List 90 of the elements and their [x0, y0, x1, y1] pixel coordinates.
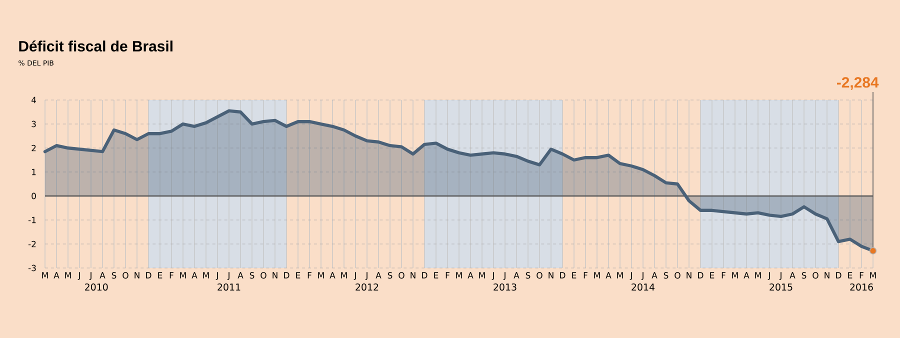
y-tick-label: 0	[32, 192, 36, 200]
text: F	[584, 272, 588, 278]
text: F	[170, 272, 174, 278]
y-tick-label: -1	[28, 216, 36, 224]
text: J	[641, 272, 644, 280]
text: J	[492, 272, 494, 280]
text: D	[284, 272, 290, 278]
x-tick-label: 2016	[850, 283, 873, 291]
text: M	[732, 272, 738, 278]
x-tick-label: 2010	[85, 283, 108, 291]
text: E	[158, 272, 162, 278]
text: M	[180, 272, 186, 278]
text: A	[744, 272, 750, 278]
text: O	[536, 272, 542, 279]
y-tick-label: 1	[32, 168, 36, 176]
text: J	[768, 272, 770, 280]
text: M	[870, 272, 876, 278]
text: M	[755, 272, 761, 278]
text: M	[65, 272, 71, 278]
text: A	[192, 272, 198, 278]
text: M	[456, 272, 462, 278]
text: J	[365, 272, 368, 280]
y-tick-label: 2	[32, 144, 36, 152]
x-tick-label: 2014	[632, 283, 655, 291]
text: J	[227, 272, 230, 280]
text: E	[848, 272, 852, 278]
y-tick-label: -3	[28, 264, 36, 272]
x-tick-label: 2011	[218, 283, 240, 291]
text: A	[514, 272, 520, 278]
text: N	[134, 272, 140, 278]
text: O	[122, 272, 128, 279]
text: O	[398, 272, 404, 279]
text: M	[203, 272, 209, 278]
text: M	[42, 272, 48, 278]
text: A	[790, 272, 796, 278]
text: S	[388, 272, 392, 279]
text: A	[238, 272, 244, 278]
y-tick-label: 4	[32, 96, 36, 104]
x-tick-label: 2013	[494, 283, 516, 291]
text: F	[860, 272, 864, 278]
x-tick-label: 2012	[356, 283, 378, 291]
text: J	[216, 272, 218, 280]
text: S	[250, 272, 254, 279]
text: O	[260, 272, 266, 279]
text: E	[572, 272, 576, 278]
text: E	[296, 272, 300, 278]
text: F	[308, 272, 312, 278]
text: S	[112, 272, 116, 279]
text: N	[272, 272, 278, 278]
text: A	[330, 272, 336, 278]
text: A	[376, 272, 382, 278]
text: M	[479, 272, 485, 278]
text: M	[318, 272, 324, 278]
text: N	[686, 272, 692, 278]
text: M	[594, 272, 600, 278]
text: D	[560, 272, 566, 278]
text: D	[836, 272, 842, 278]
text: J	[779, 272, 782, 280]
text: J	[89, 272, 92, 280]
chart-title: Déficit fiscal de Brasil	[19, 40, 172, 52]
text: S	[664, 272, 668, 279]
text: J	[630, 272, 632, 280]
text: F	[722, 272, 726, 278]
text: O	[674, 272, 680, 279]
y-tick-label: 3	[32, 120, 36, 128]
text: S	[802, 272, 806, 279]
text: A	[100, 272, 106, 278]
text: J	[78, 272, 80, 280]
text: N	[548, 272, 554, 278]
text: -2,284	[836, 77, 879, 90]
text: A	[652, 272, 658, 278]
text: J	[354, 272, 356, 280]
text: M	[341, 272, 347, 278]
text: A	[468, 272, 474, 278]
text: N	[410, 272, 416, 278]
text: S	[526, 272, 530, 279]
text: O	[812, 272, 818, 279]
x-tick-label: 2015	[770, 283, 792, 291]
text: D	[146, 272, 152, 278]
y-tick-label: -2	[28, 240, 36, 248]
text: F	[446, 272, 450, 278]
text: J	[503, 272, 506, 280]
text: D	[422, 272, 428, 278]
text: D	[698, 272, 704, 278]
text: E	[710, 272, 714, 278]
text: M	[617, 272, 623, 278]
text: A	[54, 272, 60, 278]
text: N	[824, 272, 830, 278]
text: E	[434, 272, 438, 278]
text: A	[606, 272, 612, 278]
